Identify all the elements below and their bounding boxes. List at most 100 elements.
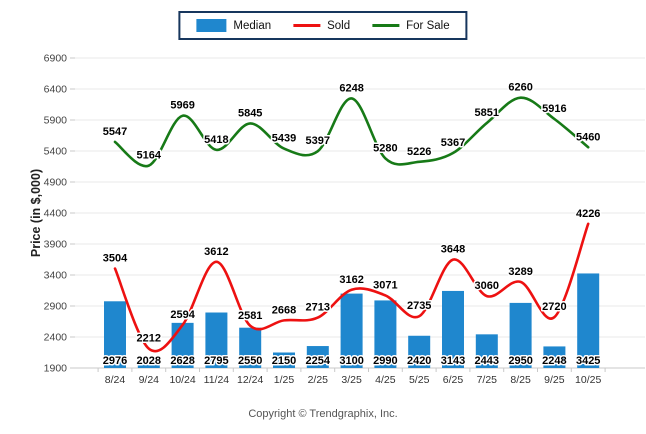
bar-value-label: 3100 [339, 355, 363, 367]
legend-label-sold: Sold [327, 19, 351, 32]
x-tick-label: 7/25 [477, 374, 498, 386]
median-swatch-icon [196, 19, 227, 32]
y-tick-label: 6400 [44, 84, 68, 96]
legend-label-for-sale: For Sale [406, 19, 450, 32]
for-sale-value-label: 5845 [238, 107, 262, 119]
sold-value-label: 3289 [508, 266, 532, 278]
x-tick-label: 9/24 [139, 374, 160, 386]
x-tick-label: 4/25 [375, 374, 396, 386]
bar-value-label: 2420 [407, 355, 431, 367]
median-bar [442, 290, 464, 368]
x-tick-label: 11/24 [204, 374, 230, 386]
for-sale-value-label: 6248 [339, 82, 363, 94]
median-bar [104, 301, 126, 368]
legend-label-median: Median [233, 19, 272, 32]
sold-value-label: 2212 [137, 333, 161, 345]
for-sale-value-label: 5164 [137, 150, 162, 162]
bar-value-label: 2990 [373, 355, 397, 367]
bar-value-label: 2443 [475, 355, 499, 367]
sold-value-label: 2594 [170, 309, 195, 321]
y-tick-label: 6900 [44, 53, 68, 65]
y-tick-label: 5400 [44, 146, 68, 158]
bar-value-label: 2550 [238, 355, 262, 367]
for-sale-line [113, 96, 590, 168]
x-tick-label: 3/25 [341, 374, 362, 386]
for-sale-value-label: 5418 [204, 134, 228, 146]
sold-value-label: 3071 [373, 279, 397, 291]
x-tick-label: 9/25 [544, 374, 565, 386]
x-tick-label: 8/24 [105, 374, 126, 386]
for-sale-line-swatch-icon [372, 24, 400, 27]
y-tick-label: 4400 [44, 208, 68, 220]
sold-line [113, 222, 590, 353]
x-tick-label: 12/24 [237, 374, 263, 386]
median-bar [137, 360, 160, 368]
median-bar [340, 293, 363, 368]
x-tick-label: 2/25 [308, 374, 329, 386]
for-sale-value-label: 5439 [272, 133, 296, 145]
x-tick-label: 10/25 [575, 374, 601, 386]
y-axis-title: Price (in $,000) [29, 168, 43, 258]
median-bar [408, 335, 431, 368]
y-tick-label: 4900 [44, 177, 68, 189]
x-tick-label: 5/25 [409, 374, 430, 386]
median-bar [475, 334, 498, 368]
sold-value-label: 2581 [238, 310, 262, 322]
median-bar [577, 273, 600, 368]
bar-value-label: 3425 [576, 355, 600, 367]
y-tick-label: 2400 [44, 332, 68, 344]
bar-value-label: 3143 [441, 355, 465, 367]
x-tick-label: 6/25 [443, 374, 464, 386]
sold-value-label: 4226 [576, 208, 600, 220]
for-sale-value-label: 5969 [170, 100, 194, 112]
x-tick-label: 1/25 [274, 374, 295, 386]
for-sale-value-label: 6260 [508, 82, 532, 94]
sold-line-swatch-icon [293, 24, 321, 27]
median-bar [306, 346, 329, 368]
sold-value-label: 3504 [103, 253, 128, 265]
median-bar [205, 312, 228, 368]
bar-value-label: 2248 [542, 355, 566, 367]
sold-value-label: 3162 [339, 274, 363, 286]
for-sale-value-label: 5851 [475, 107, 499, 119]
for-sale-value-label: 5460 [576, 131, 600, 143]
legend-item-for-sale: For Sale [372, 19, 450, 32]
legend: Median Sold For Sale [178, 11, 468, 40]
legend-item-sold: Sold [293, 20, 350, 32]
y-tick-label: 3900 [44, 239, 68, 251]
median-bar [509, 302, 532, 368]
sold-value-label: 3060 [475, 280, 499, 292]
x-tick-label: 8/25 [510, 374, 531, 386]
y-tick-label: 3400 [44, 270, 68, 282]
copyright-text: Copyright © Trendgraphix, Inc. [248, 408, 398, 420]
for-sale-value-label: 5547 [103, 126, 127, 138]
for-sale-value-label: 5367 [441, 137, 465, 149]
x-tick-label: 10/24 [169, 374, 195, 386]
sold-value-label: 3612 [204, 246, 228, 258]
bar-value-label: 2950 [508, 355, 532, 367]
bar-value-label: 2254 [306, 355, 331, 367]
median-bar [374, 300, 397, 368]
bar-value-label: 2150 [272, 355, 296, 367]
bar-value-label: 2976 [103, 355, 127, 367]
median-bar [543, 346, 566, 368]
sold-value-label: 3648 [441, 244, 465, 256]
y-tick-label: 5900 [44, 115, 68, 127]
bar-value-label: 2628 [170, 355, 194, 367]
for-sale-value-label: 5916 [542, 103, 566, 115]
median-bar [273, 352, 295, 368]
for-sale-value-label: 5397 [306, 135, 330, 147]
y-tick-label: 2900 [44, 301, 68, 313]
for-sale-value-label: 5226 [407, 146, 431, 158]
y-tick-label: 1900 [44, 363, 68, 375]
bar-value-label: 2028 [137, 355, 161, 367]
bar-value-label: 2795 [204, 355, 228, 367]
sold-value-label: 2668 [272, 304, 296, 316]
sold-value-label: 2713 [306, 302, 330, 314]
sold-value-label: 2720 [542, 301, 566, 313]
median-bar [239, 327, 262, 368]
for-sale-value-label: 5280 [373, 142, 397, 154]
legend-item-median: Median [196, 19, 271, 32]
